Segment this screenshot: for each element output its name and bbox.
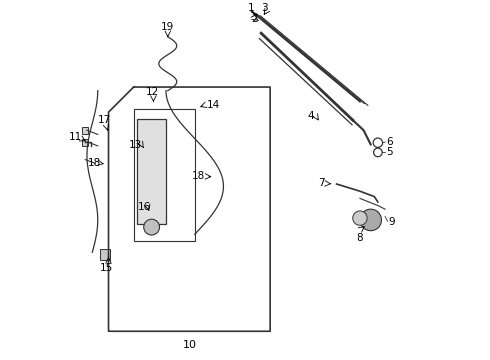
Text: 18: 18 (88, 158, 101, 168)
Text: 1: 1 (248, 3, 255, 13)
Text: 3: 3 (262, 3, 268, 13)
Text: 6: 6 (386, 137, 393, 147)
Text: 19: 19 (161, 22, 174, 32)
Circle shape (360, 209, 382, 231)
Text: 16: 16 (138, 202, 151, 212)
Text: 10: 10 (182, 340, 196, 350)
Text: 12: 12 (146, 87, 159, 97)
Bar (82, 139, 88, 146)
Text: 18: 18 (192, 171, 205, 181)
Text: 4: 4 (307, 111, 314, 121)
Circle shape (353, 211, 367, 225)
Text: 14: 14 (207, 100, 220, 110)
Text: 15: 15 (100, 263, 113, 273)
Text: 17: 17 (98, 116, 112, 126)
Text: 11: 11 (69, 132, 82, 141)
Text: 7: 7 (318, 178, 325, 188)
Text: 13: 13 (129, 140, 142, 150)
Text: 8: 8 (357, 233, 363, 243)
Text: 9: 9 (389, 217, 395, 227)
Text: 5: 5 (386, 147, 393, 157)
Bar (137, 120, 166, 224)
Text: 2: 2 (252, 14, 258, 24)
Bar (82, 127, 88, 134)
Circle shape (144, 219, 160, 235)
Bar (99, 249, 110, 260)
Bar (134, 109, 195, 242)
